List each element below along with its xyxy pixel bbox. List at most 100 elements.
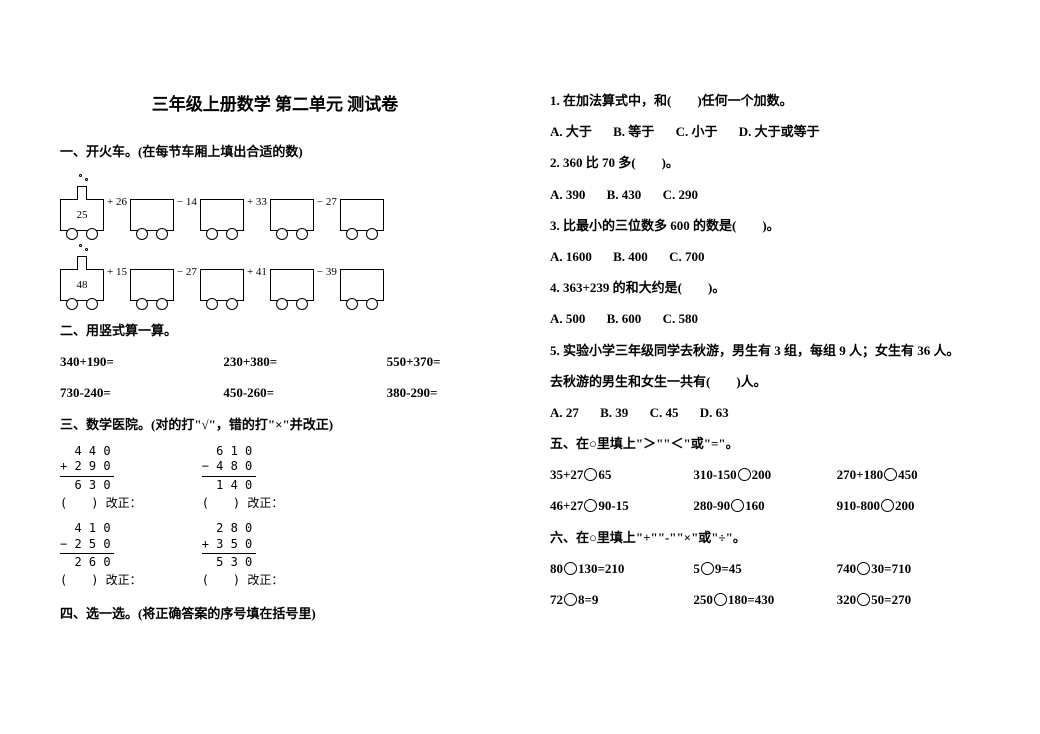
train-op: − 39	[314, 259, 340, 301]
correction-label: ( ) 改正：	[202, 573, 284, 589]
vertical-row-2: 4 1 0 − 2 5 0 2 6 0 ( ) 改正： 2 8 0 + 3 5 …	[60, 521, 490, 588]
train-car	[200, 199, 244, 231]
train-2: 48 + 15 − 27 + 41 − 39	[60, 245, 490, 301]
section-5-heading: 五、在○里填上"＞""＜"或"="。	[550, 428, 980, 459]
section-6-heading: 六、在○里填上"+""-""×"或"÷"。	[550, 522, 980, 553]
correction-label: ( ) 改正：	[202, 496, 284, 512]
option: B. 600	[607, 303, 642, 334]
train-car	[130, 269, 174, 301]
circle-blank-icon	[857, 562, 870, 575]
option: A. 500	[550, 303, 585, 334]
section-1-heading: 一、开火车。(在每节车厢上填出合适的数)	[60, 136, 490, 167]
option: B. 400	[613, 241, 648, 272]
page-title: 三年级上册数学 第二单元 测试卷	[60, 85, 490, 126]
option: D. 大于或等于	[739, 116, 820, 147]
option: A. 390	[550, 179, 585, 210]
circle-blank-icon	[738, 468, 751, 481]
op-fill-item: 74030=710	[837, 553, 980, 584]
compare-item: 270+180450	[837, 459, 980, 490]
option: B. 430	[607, 179, 642, 210]
option: C. 45	[650, 397, 679, 428]
train-car	[270, 269, 314, 301]
train-start-value: 48	[77, 272, 88, 298]
option: D. 63	[700, 397, 729, 428]
calc-row: 730-240= 450-260= 380-290=	[60, 377, 490, 408]
option: A. 27	[550, 397, 579, 428]
correction-label: ( ) 改正：	[60, 573, 142, 589]
calc-item: 450-260=	[223, 377, 326, 408]
vertical-problem: 2 8 0 + 3 5 0 5 3 0 ( ) 改正：	[202, 521, 284, 588]
train-op: − 27	[174, 259, 200, 301]
train-op: + 41	[244, 259, 270, 301]
calc-item: 340+190=	[60, 346, 163, 377]
option: C. 580	[663, 303, 698, 334]
q1-options: A. 大于 B. 等于 C. 小于 D. 大于或等于	[550, 116, 980, 147]
op-fill-item: 59=45	[693, 553, 836, 584]
train-start-value: 25	[77, 202, 88, 228]
train-op: + 15	[104, 259, 130, 301]
option: A. 1600	[550, 241, 592, 272]
calc-item: 380-290=	[387, 377, 490, 408]
left-column: 三年级上册数学 第二单元 测试卷 一、开火车。(在每节车厢上填出合适的数) 25…	[60, 85, 490, 694]
op-fill-row: 80130=210 59=45 74030=710	[550, 553, 980, 584]
vertical-row-1: 4 4 0 + 2 9 0 6 3 0 ( ) 改正： 6 1 0 − 4 8 …	[60, 444, 490, 511]
op-fill-item: 32050=270	[837, 584, 980, 615]
vertical-problem: 4 4 0 + 2 9 0 6 3 0 ( ) 改正：	[60, 444, 142, 511]
circle-blank-icon	[564, 562, 577, 575]
train-car: 48	[60, 269, 104, 301]
section-2-heading: 二、用竖式算一算。	[60, 315, 490, 346]
calc-item: 730-240=	[60, 377, 163, 408]
circle-blank-icon	[714, 593, 727, 606]
train-car: 25	[60, 199, 104, 231]
circle-blank-icon	[701, 562, 714, 575]
op-fill-item: 80130=210	[550, 553, 693, 584]
circle-blank-icon	[584, 468, 597, 481]
q3-options: A. 1600 B. 400 C. 700	[550, 241, 980, 272]
vertical-problem: 4 1 0 − 2 5 0 2 6 0 ( ) 改正：	[60, 521, 142, 588]
q4-options: A. 500 B. 600 C. 580	[550, 303, 980, 334]
circle-blank-icon	[884, 468, 897, 481]
circle-blank-icon	[731, 499, 744, 512]
q2-stem: 2. 360 比 70 多( )。	[550, 147, 980, 178]
train-op: − 27	[314, 189, 340, 231]
compare-item: 280-90160	[693, 490, 836, 521]
compare-item: 46+2790-15	[550, 490, 693, 521]
circle-blank-icon	[857, 593, 870, 606]
train-op: + 33	[244, 189, 270, 231]
q2-options: A. 390 B. 430 C. 290	[550, 179, 980, 210]
compare-row: 35+2765 310-150200 270+180450	[550, 459, 980, 490]
train-car	[200, 269, 244, 301]
train-car	[340, 199, 384, 231]
correction-label: ( ) 改正：	[60, 496, 142, 512]
vertical-problem: 6 1 0 − 4 8 0 1 4 0 ( ) 改正：	[202, 444, 284, 511]
compare-item: 910-800200	[837, 490, 980, 521]
option: C. 290	[663, 179, 698, 210]
compare-item: 310-150200	[693, 459, 836, 490]
op-fill-row: 728=9 250180=430 32050=270	[550, 584, 980, 615]
right-column: 1. 在加法算式中，和( )任何一个加数。 A. 大于 B. 等于 C. 小于 …	[550, 85, 980, 694]
train-car	[130, 199, 174, 231]
train-1: 25 + 26 − 14 + 33 − 27	[60, 175, 490, 231]
circle-blank-icon	[564, 593, 577, 606]
calc-row: 340+190= 230+380= 550+370=	[60, 346, 490, 377]
train-op: − 14	[174, 189, 200, 231]
op-fill-item: 728=9	[550, 584, 693, 615]
option: A. 大于	[550, 116, 592, 147]
section-4-heading: 四、选一选。(将正确答案的序号填在括号里)	[60, 598, 490, 629]
compare-item: 35+2765	[550, 459, 693, 490]
option: B. 等于	[613, 116, 654, 147]
train-car	[340, 269, 384, 301]
q1-stem: 1. 在加法算式中，和( )任何一个加数。	[550, 85, 980, 116]
train-op: + 26	[104, 189, 130, 231]
calc-item: 550+370=	[387, 346, 490, 377]
compare-row: 46+2790-15 280-90160 910-800200	[550, 490, 980, 521]
option: C. 小于	[676, 116, 718, 147]
train-car	[270, 199, 314, 231]
q3-stem: 3. 比最小的三位数多 600 的数是( )。	[550, 210, 980, 241]
q5-options: A. 27 B. 39 C. 45 D. 63	[550, 397, 980, 428]
op-fill-item: 250180=430	[693, 584, 836, 615]
q5-stem-a: 5. 实验小学三年级同学去秋游，男生有 3 组，每组 9 人；女生有 36 人。	[550, 335, 980, 366]
q4-stem: 4. 363+239 的和大约是( )。	[550, 272, 980, 303]
section-3-heading: 三、数学医院。(对的打"√"，错的打"×"并改正)	[60, 409, 490, 440]
calc-item: 230+380=	[223, 346, 326, 377]
